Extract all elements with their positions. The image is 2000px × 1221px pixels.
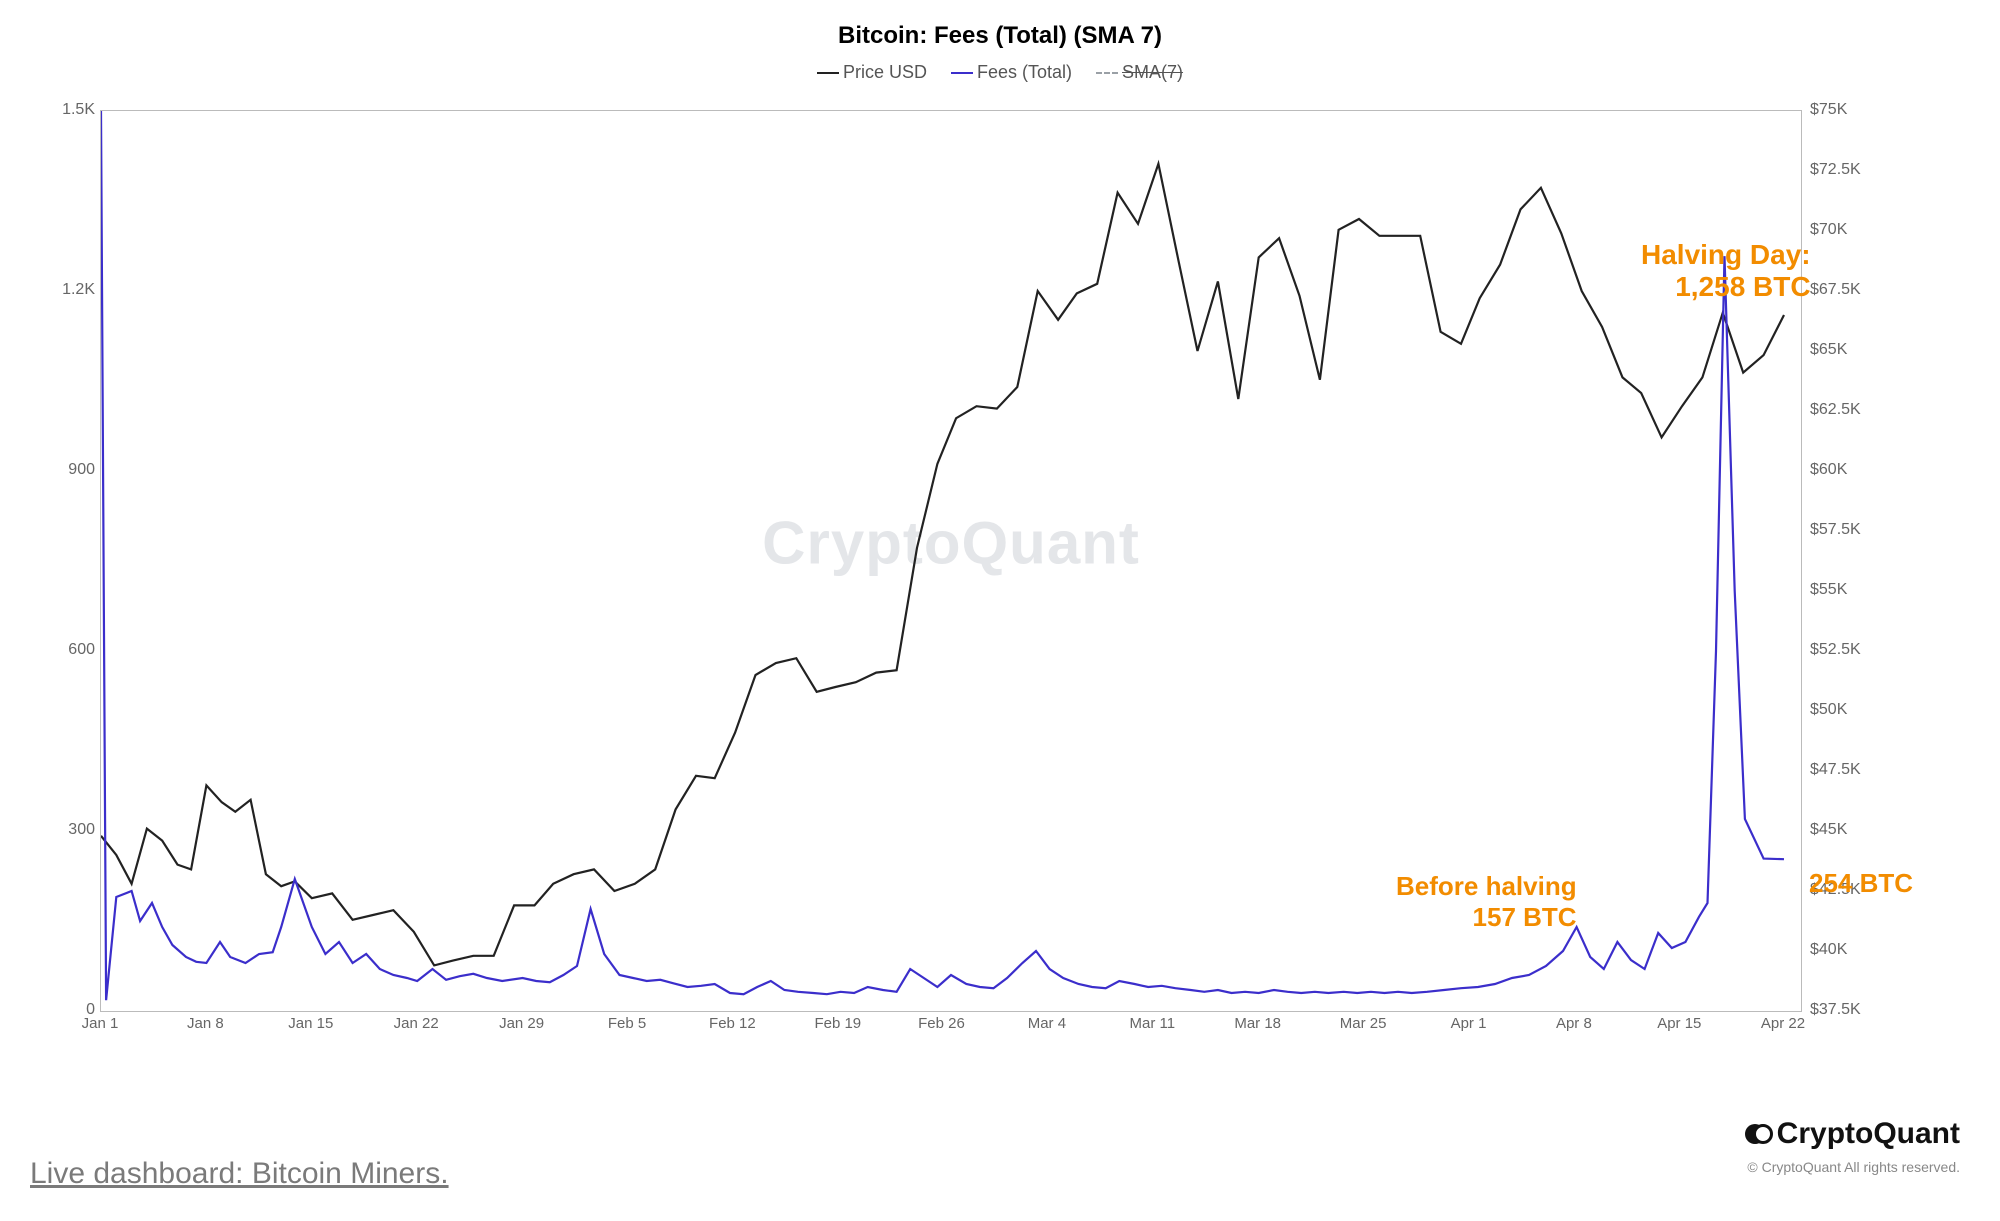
y-right-tick: $57.5K — [1810, 521, 1900, 539]
x-tick: Jan 29 — [499, 1015, 544, 1032]
y-right-tick: $47.5K — [1810, 761, 1900, 779]
y-right-tick: $65K — [1810, 341, 1900, 359]
y-right-tick: $40K — [1810, 941, 1900, 959]
fees-line — [101, 111, 1784, 1000]
x-tick: Apr 15 — [1657, 1015, 1701, 1032]
x-tick: Apr 22 — [1761, 1015, 1805, 1032]
y-right-tick: $60K — [1810, 461, 1900, 479]
x-tick: Jan 22 — [394, 1015, 439, 1032]
x-tick: Mar 11 — [1130, 1015, 1176, 1032]
legend-item[interactable]: SMA(7) — [1096, 62, 1183, 82]
x-tick: Feb 5 — [608, 1015, 646, 1032]
legend-item[interactable]: Price USD — [817, 62, 927, 82]
y-left-tick: 900 — [0, 461, 95, 479]
legend-swatch — [817, 72, 839, 74]
y-right-tick: $70K — [1810, 221, 1900, 239]
legend-label: SMA(7) — [1122, 62, 1183, 82]
legend-label: Price USD — [843, 62, 927, 82]
y-right-tick: $67.5K — [1810, 281, 1900, 299]
brand-logo: CryptoQuant — [1745, 1117, 1960, 1151]
y-right-tick: $75K — [1810, 101, 1900, 119]
brand-icon — [1745, 1121, 1771, 1147]
x-tick: Jan 15 — [288, 1015, 333, 1032]
y-right-tick: $45K — [1810, 821, 1900, 839]
y-right-tick: $37.5K — [1810, 1001, 1900, 1019]
chart-annotation: Before halving157 BTC — [1396, 871, 1577, 933]
y-left-tick: 1.2K — [0, 281, 95, 299]
y-left-tick: 300 — [0, 821, 95, 839]
y-left-tick: 600 — [0, 641, 95, 659]
legend-label: Fees (Total) — [977, 62, 1072, 82]
legend-swatch — [1096, 72, 1118, 74]
plot-area: CryptoQuant Halving Day:1,258 BTCBefore … — [100, 110, 1802, 1012]
x-tick: Jan 1 — [82, 1015, 119, 1032]
y-left-tick: 1.5K — [0, 101, 95, 119]
y-right-tick: $72.5K — [1810, 161, 1900, 179]
chart-annotation: Halving Day:1,258 BTC — [1641, 239, 1811, 303]
y-right-tick: $62.5K — [1810, 401, 1900, 419]
x-tick: Apr 1 — [1451, 1015, 1487, 1032]
x-tick: Feb 19 — [814, 1015, 861, 1032]
copyright: © CryptoQuant All rights reserved. — [1747, 1159, 1960, 1175]
legend-item[interactable]: Fees (Total) — [951, 62, 1072, 82]
legend-swatch — [951, 72, 973, 74]
x-axis: Jan 1Jan 8Jan 15Jan 22Jan 29Feb 5Feb 12F… — [100, 1015, 1800, 1039]
chart-container: Bitcoin: Fees (Total) (SMA 7) Price USD F… — [0, 0, 2000, 1221]
chart-title: Bitcoin: Fees (Total) (SMA 7) — [0, 22, 2000, 50]
x-tick: Apr 8 — [1556, 1015, 1592, 1032]
x-tick: Feb 26 — [918, 1015, 965, 1032]
dashboard-link[interactable]: Live dashboard: Bitcoin Miners. — [30, 1157, 449, 1191]
chart-annotation: 254 BTC — [1809, 868, 1913, 899]
x-tick: Mar 25 — [1340, 1015, 1387, 1032]
brand-name: CryptoQuant — [1777, 1117, 1960, 1151]
x-tick: Mar 18 — [1234, 1015, 1281, 1032]
x-tick: Jan 8 — [187, 1015, 224, 1032]
x-tick: Feb 12 — [709, 1015, 756, 1032]
x-tick: Mar 4 — [1028, 1015, 1066, 1032]
y-right-tick: $50K — [1810, 701, 1900, 719]
price-line — [101, 164, 1784, 966]
chart-legend: Price USD Fees (Total) SMA(7) — [0, 62, 2000, 83]
y-right-tick: $52.5K — [1810, 641, 1900, 659]
y-left-axis: 03006009001.2K1.5K — [0, 110, 95, 1010]
y-right-tick: $55K — [1810, 581, 1900, 599]
